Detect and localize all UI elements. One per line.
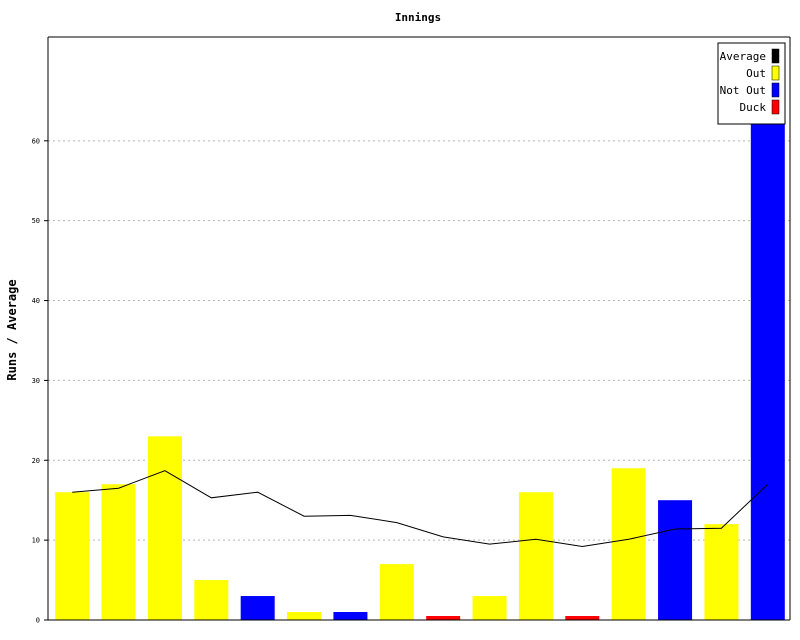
y-tick-label: 50 (32, 217, 40, 225)
bar-15 (704, 524, 739, 620)
bar-5 (240, 596, 275, 620)
bar-14 (658, 500, 693, 620)
chart-title: Innings (395, 11, 441, 24)
bar-16 (750, 116, 785, 621)
bar-12 (565, 616, 600, 620)
axes: 0 10 20 30 40 50 60 (32, 36, 791, 625)
legend-label-average: Average (720, 50, 766, 63)
y-axis-label: Runs / Average (5, 279, 19, 380)
bar-10 (472, 596, 507, 620)
bar-13 (611, 468, 646, 620)
y-tick-label: 20 (32, 457, 40, 465)
y-tick-label: 10 (32, 537, 40, 545)
average-line (72, 470, 769, 548)
y-tick-label: 40 (32, 297, 40, 305)
legend-label-duck: Duck (740, 101, 767, 114)
average-line-layer (72, 470, 769, 548)
bar-2 (101, 484, 136, 620)
bar-4 (194, 580, 229, 620)
y-tick-label: 30 (32, 377, 40, 385)
y-tick-label: 0 (36, 617, 40, 625)
bar-7 (333, 612, 368, 620)
bar-9 (426, 616, 461, 620)
bars (55, 116, 785, 621)
bar-6 (287, 612, 322, 620)
legend-swatch-average (771, 48, 780, 64)
legend-swatch-out (771, 65, 780, 81)
legend-label-not-out: Not Out (720, 84, 766, 97)
legend-swatch-duck (771, 99, 780, 115)
gridlines (48, 140, 790, 541)
bar-11 (518, 492, 553, 620)
legend: Average Out Not Out Duck (717, 42, 786, 125)
y-tick-label: 60 (32, 137, 40, 145)
bar-1 (55, 492, 90, 620)
legend-label-out: Out (746, 67, 766, 80)
bar-3 (147, 436, 182, 620)
legend-swatch-not-out (771, 82, 780, 98)
bar-8 (379, 564, 414, 620)
